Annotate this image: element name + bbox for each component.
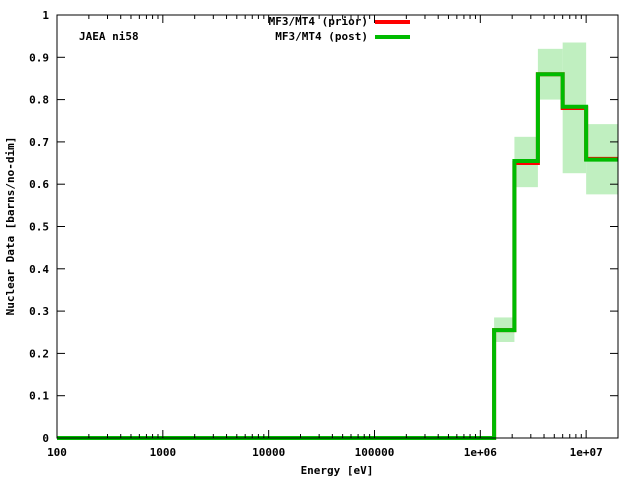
y-tick-label: 0.8 bbox=[29, 94, 49, 107]
legend-label-post: MF3/MT4 (post) bbox=[275, 30, 368, 43]
x-tick-label: 1e+07 bbox=[570, 446, 603, 459]
x-tick-label: 100 bbox=[47, 446, 67, 459]
y-tick-label: 0.4 bbox=[29, 263, 49, 276]
y-tick-label: 0.2 bbox=[29, 347, 49, 360]
x-tick-label: 1e+06 bbox=[464, 446, 497, 459]
x-tick-label: 10000 bbox=[252, 446, 285, 459]
annotation-text: JAEA ni58 bbox=[79, 30, 139, 43]
x-tick-label: 100000 bbox=[355, 446, 395, 459]
y-tick-label: 0.6 bbox=[29, 178, 49, 191]
series-line-post bbox=[57, 72, 618, 440]
legend-label-prior: MF3/MT4 (prior) bbox=[269, 15, 368, 28]
series-layer bbox=[57, 72, 618, 440]
y-tick-label: 0.1 bbox=[29, 390, 49, 403]
x-tick-label: 1000 bbox=[150, 446, 177, 459]
y-tick-label: 0.5 bbox=[29, 221, 49, 234]
legend: MF3/MT4 (prior) MF3/MT4 (post) bbox=[269, 15, 410, 43]
y-axis-label: Nuclear Data [barns/no-dim] bbox=[4, 137, 17, 316]
y-tick-label: 0.9 bbox=[29, 51, 49, 64]
series-line-prior bbox=[57, 72, 618, 440]
y-tick-label: 0 bbox=[42, 432, 49, 445]
y-tick-label: 0.3 bbox=[29, 305, 49, 318]
x-axis-label: Energy [eV] bbox=[301, 464, 374, 477]
y-tick-label: 0.7 bbox=[29, 136, 49, 149]
tick-layer: 0 0.1 0.2 0.3 0.4 0.5 0.6 0.7 0.8 0.9 1 100 1000 1000… bbox=[29, 9, 618, 459]
plot-frame bbox=[56, 14, 619, 439]
y-tick-label: 1 bbox=[42, 9, 49, 22]
